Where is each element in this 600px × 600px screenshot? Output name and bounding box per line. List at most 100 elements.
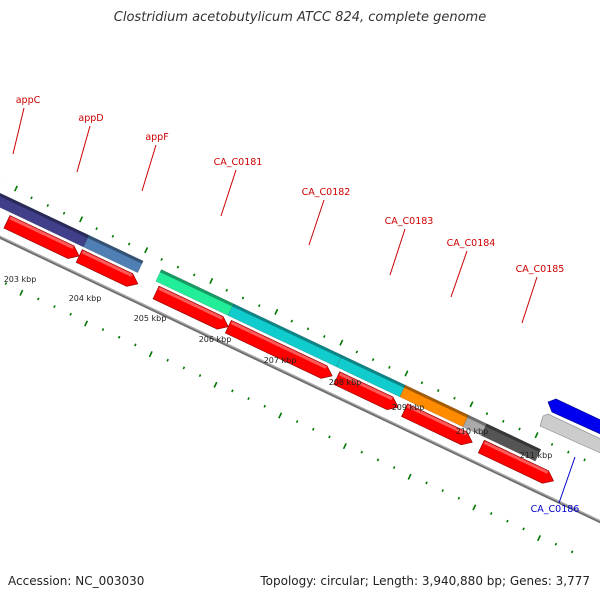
kbp-label: 205 kbp [134,314,167,323]
inner-scale-tick [312,427,315,431]
inner-scale-tick [570,550,574,554]
outer-scale-tick [436,389,440,392]
gene-label-leader [558,456,576,504]
gene-label-leader [12,107,25,155]
outer-scale-tick [502,419,505,423]
inner-scale-tick [53,305,56,309]
forward-cds-highlight [230,321,327,369]
inner-scale-tick [117,335,121,339]
forward-cds-highlight [483,441,549,474]
inner-scale-tick [134,343,137,347]
forward-cds-highlight [81,250,133,277]
category-segment-shade [340,355,406,388]
outer-scale-tick [160,257,163,261]
category-segment-shade [404,385,469,418]
kbp-label: 207 kbp [264,356,297,365]
forward-cds-arrow [401,403,473,446]
category-segment-shade [485,423,541,453]
inner-scale-tick [101,328,105,332]
genome-backbone-highlight [0,235,600,522]
inner-scale-tick [376,458,380,462]
outer-scale-tick [485,412,489,416]
gene-label-leader [450,250,468,298]
inner-scale-tick [84,320,89,327]
outer-scale-tick [46,204,50,207]
inner-scale-tick [522,527,525,531]
kbp-label: 209 kbp [392,403,425,412]
kbp-label: 208 kbp [329,378,362,387]
inner-scale-tick [182,366,186,370]
inner-scale-tick [247,397,250,401]
gene-label: CA_C0184 [447,238,496,249]
gene-label: CA_C0182 [302,187,351,198]
outer-scale-tick [111,234,115,238]
inner-scale-tick [213,381,218,388]
reverse-cds-arrow [547,398,600,435]
inner-scale-tick [342,443,347,450]
gene-label: CA_C0183 [385,216,434,227]
inner-scale-tick [425,481,428,485]
outer-scale-tick [127,242,131,246]
outer-scale-tick [534,432,539,439]
inner-scale-tick [554,542,558,546]
outer-scale-tick [290,319,294,323]
outer-scale-tick [355,350,359,354]
forward-cds-arrow [224,320,333,379]
inner-scale-tick [295,420,299,424]
outer-scale-tick [192,273,196,277]
inner-scale-tick [328,435,331,439]
outer-scale-tick [30,196,33,200]
category-segment [83,234,144,274]
outer-scale-tick [306,327,310,331]
inner-scale-tick [360,450,364,454]
inner-scale-tick [19,289,24,296]
inner-scale-tick [489,512,493,516]
outer-scale-tick [323,335,326,338]
inner-scale-tick [472,504,477,511]
inner-scale-tick [148,351,153,358]
outer-scale-tick [550,442,554,446]
outer-scale-tick [144,247,149,254]
forward-cds-highlight [158,287,223,320]
inner-scale-tick [166,358,169,362]
forward-cds-arrow [75,249,139,287]
forward-cds-arrow [477,439,555,484]
gene-label-leader [521,276,538,324]
gene-label-leader [308,199,325,246]
category-segment-shade [160,269,234,307]
inner-scale-tick [278,412,283,419]
inner-scale-tick [392,466,396,470]
forward-cds-arrow [333,371,399,411]
kbp-label: 211 kbp [520,451,553,460]
outer-scale-tick [258,304,261,308]
inner-scale-tick [263,404,267,408]
forward-cds-highlight [9,216,74,249]
outer-scale-tick [371,358,375,362]
inner-scale-tick [457,496,461,500]
outer-scale-tick [469,401,474,408]
outer-scale-tick [79,216,84,223]
kbp-label: 203 kbp [4,275,37,284]
gene-label: appD [78,113,103,124]
category-segment [480,423,542,462]
outer-scale-tick [14,185,19,192]
category-segment-shade [87,235,144,264]
inner-scale-tick [69,312,72,316]
category-segment-shade [232,303,343,358]
forward-cds-arrow [152,285,229,330]
inner-scale-tick [231,389,234,393]
genome-stats-text: Topology: circular; Length: 3,940,880 bp… [260,574,590,588]
reverse-category-segment [539,413,600,454]
inner-scale-tick [506,519,509,523]
map-title: Clostridium acetobutylicum ATCC 824, com… [113,10,487,25]
inner-scale-tick [441,489,444,493]
gene-label-leader [389,228,406,276]
gene-label: CA_C0186 [531,504,580,515]
outer-scale-tick [209,277,214,285]
outer-scale-tick [567,450,570,454]
forward-cds-arrow [3,215,80,259]
outer-scale-tick [453,396,456,400]
inner-scale-tick [4,282,8,286]
category-segment-shade [0,193,17,204]
gene-label: appC [16,95,41,106]
